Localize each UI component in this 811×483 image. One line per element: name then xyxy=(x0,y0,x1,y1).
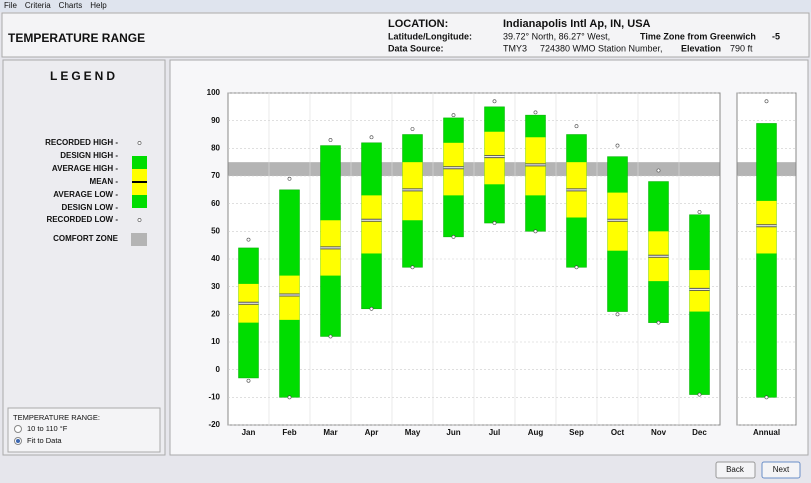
recorded-high xyxy=(410,127,415,131)
header-panel xyxy=(1,12,810,58)
recorded-high xyxy=(287,176,292,181)
recorded-low xyxy=(410,265,415,270)
x-tick-label: Feb xyxy=(282,428,296,437)
next-button[interactable] xyxy=(761,461,801,479)
recorded-low xyxy=(656,320,661,325)
source: TMY3 xyxy=(503,43,527,53)
radio-button[interactable] xyxy=(14,425,22,433)
average-range xyxy=(361,195,382,254)
x-tick-label: Sep xyxy=(569,428,584,437)
y-tick-label: 30 xyxy=(211,282,220,291)
elevation-label: Elevation xyxy=(681,43,721,53)
menu-item[interactable]: File xyxy=(4,1,17,10)
comfort-label: COMFORT ZONE xyxy=(53,234,119,243)
y-tick-label: 10 xyxy=(211,337,220,346)
x-tick-label: Mar xyxy=(323,428,337,437)
recorded-low xyxy=(697,392,702,397)
recorded-low xyxy=(451,234,456,239)
recorded-low xyxy=(287,395,292,400)
menu-item[interactable]: Charts xyxy=(59,1,83,10)
recorded-high xyxy=(574,124,579,129)
recorded-high xyxy=(533,110,538,115)
legend-label: RECORDED LOW - xyxy=(46,215,118,224)
recorded-low xyxy=(764,395,769,400)
recorded-high xyxy=(656,168,661,173)
x-tick-label: May xyxy=(405,428,421,437)
recorded-high xyxy=(369,135,374,140)
menu-bar xyxy=(0,0,811,12)
x-tick-label: Oct xyxy=(611,428,625,437)
elevation: 790 ft xyxy=(730,43,753,53)
legend-low-swatch xyxy=(137,218,142,222)
legend-label: DESIGN LOW - xyxy=(62,203,119,212)
legend-label: AVERAGE LOW - xyxy=(53,190,118,199)
location: Indianapolis Intl Ap, IN, USA xyxy=(503,18,651,30)
legend-comfort-swatch xyxy=(131,233,147,246)
legend-label: RECORDED HIGH - xyxy=(45,138,118,147)
station: 724380 WMO Station Number, xyxy=(540,43,663,53)
y-tick-label: 20 xyxy=(211,309,220,318)
y-tick-label: -20 xyxy=(208,420,220,429)
y-tick-label: 50 xyxy=(211,226,220,235)
recorded-high xyxy=(328,138,333,142)
y-tick-label: 70 xyxy=(211,171,220,180)
recorded-low xyxy=(492,221,497,225)
legend-high-swatch xyxy=(137,141,142,145)
x-tick-label: Nov xyxy=(651,428,667,437)
source-label: Data Source: xyxy=(388,43,444,53)
y-tick-label: 100 xyxy=(207,88,221,97)
y-tick-label: 0 xyxy=(216,365,221,374)
latlong: 39.72° North, 86.27° West, xyxy=(503,31,610,41)
recorded-low xyxy=(246,378,251,383)
recorded-low xyxy=(369,306,374,311)
design-range xyxy=(756,123,777,398)
legend-label: MEAN - xyxy=(90,177,119,186)
x-tick-label: Jun xyxy=(446,428,460,437)
timezone-label: Time Zone from Greenwich xyxy=(640,31,756,41)
x-tick-label: Dec xyxy=(692,428,707,437)
y-tick-label: 90 xyxy=(211,116,220,125)
average-range xyxy=(279,275,300,320)
legend-label: DESIGN HIGH - xyxy=(60,151,118,160)
next-label[interactable]: Next xyxy=(773,465,790,474)
back-label[interactable]: Back xyxy=(726,465,745,474)
menu-item[interactable]: Help xyxy=(90,1,107,10)
recorded-high xyxy=(764,99,769,104)
legend-panel xyxy=(2,59,166,456)
x-tick-label: Apr xyxy=(365,428,379,437)
page-title: TEMPERATURE RANGE xyxy=(8,31,145,45)
recorded-low xyxy=(615,312,620,317)
range-options-box xyxy=(7,407,161,453)
x-tick-label: Jul xyxy=(489,428,501,437)
x-tick-label: Annual xyxy=(753,428,780,437)
range-options-title: TEMPERATURE RANGE: xyxy=(13,413,100,422)
recorded-low xyxy=(328,334,333,339)
y-tick-label: 80 xyxy=(211,143,220,152)
radio-label[interactable]: 10 to 110 °F xyxy=(27,424,68,433)
radio-dot xyxy=(16,439,20,443)
recorded-high xyxy=(492,99,497,104)
radio-label[interactable]: Fit to Data xyxy=(27,436,62,445)
menu-item[interactable]: Criteria xyxy=(25,1,51,10)
recorded-high xyxy=(615,143,620,148)
location-label: LOCATION: xyxy=(388,18,448,30)
x-tick-label: Aug xyxy=(528,428,544,437)
y-tick-label: 40 xyxy=(211,254,220,263)
x-tick-label: Jan xyxy=(242,428,256,437)
recorded-high xyxy=(697,210,702,214)
back-button[interactable] xyxy=(715,461,756,479)
recorded-low xyxy=(574,265,579,270)
recorded-high xyxy=(451,113,456,118)
latlong-label: Latitude/Longitude: xyxy=(388,31,472,41)
legend-title: LEGEND xyxy=(50,69,118,83)
y-tick-label: 60 xyxy=(211,199,220,208)
recorded-low xyxy=(533,229,538,234)
legend-label: AVERAGE HIGH - xyxy=(52,164,118,173)
timezone: -5 xyxy=(772,31,780,41)
recorded-high xyxy=(246,237,251,242)
y-tick-label: -10 xyxy=(208,392,220,401)
